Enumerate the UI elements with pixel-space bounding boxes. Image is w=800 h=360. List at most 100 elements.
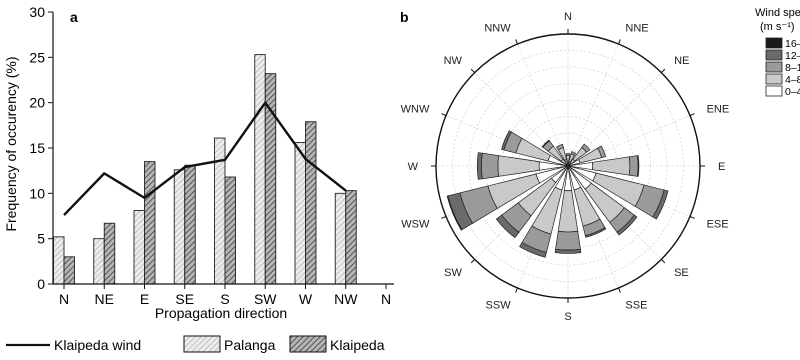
wind-line-group: [63, 101, 347, 216]
rose-segment-S: [555, 230, 581, 251]
rose-segment-S: [554, 248, 582, 254]
rose-direction-label: S: [564, 311, 571, 323]
y-tick-label: 20: [29, 95, 45, 111]
rose-direction-label: NE: [674, 55, 689, 67]
x-tick-label: S: [220, 291, 229, 307]
wind-speed-bin-label: 8–12: [785, 62, 800, 74]
wind-rose-bars: [446, 130, 669, 258]
rose-grid-spoke: [567, 43, 619, 167]
x-tick-label: N: [381, 291, 391, 307]
wind-speed-legend-title: Wind speed: [755, 7, 800, 19]
rose-direction-label: W: [408, 161, 419, 173]
bar-klaipeda: [305, 121, 317, 285]
rose-segment-E: [628, 155, 639, 177]
rose-segment-W: [497, 155, 540, 177]
rose-tick: [689, 113, 695, 116]
wind-speed-bin-label: 4–8: [785, 74, 800, 86]
rose-direction-label: WSW: [401, 218, 430, 230]
rose-tick: [689, 216, 695, 219]
y-tick-label: 25: [29, 49, 45, 65]
wind-rose-direction-labels: N NNE NE ENE E ESE SE SSE S SSW SW WSW W WNW NW NNW: [401, 11, 730, 323]
rose-segment-SSE: [584, 227, 607, 238]
rose-segment-WNW: [515, 137, 551, 162]
bar-klaipeda: [103, 222, 116, 285]
legend-panel-a: Klaipeda wind Palanga Klaipeda: [6, 335, 385, 353]
rose-tick: [618, 39, 621, 45]
panel-label-a: a: [70, 9, 78, 25]
x-tick-label: SW: [254, 291, 277, 307]
legend-label-klaipeda-wind: Klaipeda wind: [54, 337, 141, 353]
bar-series-group: [53, 54, 357, 285]
rose-segment-ESE: [652, 189, 669, 220]
rose-tick: [470, 68, 476, 74]
rose-segment-SSW: [519, 241, 547, 258]
rose-segment-SW: [495, 214, 520, 239]
rose-segment-NNW: [556, 143, 564, 151]
rose-segment-NNE: [570, 151, 577, 156]
rose-direction-label: NW: [444, 55, 463, 67]
axes-panel-a: 0 5 10 15 20 25 30 N NE E SE S SW W NW N: [29, 4, 394, 307]
wind-speed-legend-units: (m s⁻¹): [760, 21, 795, 33]
wind-speed-legend-items: 16–2012–168–124–80–4: [765, 37, 800, 98]
x-tick-label: W: [299, 291, 313, 307]
bar-palanga: [173, 169, 186, 285]
rose-segment-S: [557, 190, 579, 233]
rose-direction-label: N: [564, 11, 572, 23]
rose-tick: [515, 39, 518, 45]
legend-swatch-palanga: [183, 335, 221, 353]
rose-direction-label: WNW: [401, 104, 430, 116]
rose-tick: [470, 258, 476, 264]
wind-speed-bin-label: 0–4: [785, 86, 800, 98]
y-tick-label: 30: [29, 4, 45, 20]
legend-label-klaipeda: Klaipeda: [330, 337, 385, 353]
bar-palanga: [294, 142, 306, 285]
bar-chart-panel-a: a 0 5 10 15 20 25 30 N NE E SE S SW W NW N Frequency of…: [3, 4, 394, 321]
rose-direction-label: SSW: [486, 300, 512, 312]
rose-tick: [618, 287, 621, 293]
rose-segment-NE: [581, 143, 591, 153]
rose-grid-ring: [468, 66, 668, 266]
bar-palanga: [93, 238, 105, 285]
bar-palanga: [334, 192, 347, 285]
bar-klaipeda: [345, 190, 357, 285]
bar-klaipeda: [224, 176, 236, 285]
x-tick-label: E: [140, 291, 149, 307]
x-axis-label: Propagation direction: [155, 305, 287, 321]
bar-palanga: [53, 236, 65, 285]
rose-tick: [660, 258, 666, 264]
rose-segment-WNW: [501, 130, 512, 151]
rose-tick: [515, 287, 518, 293]
rose-tick: [441, 216, 447, 219]
y-tick-label: 15: [29, 140, 45, 156]
line-klaipeda-wind: [63, 101, 347, 216]
rose-segment-E: [636, 155, 640, 177]
rose-direction-label: E: [718, 161, 725, 173]
rose-segment-SE: [616, 214, 638, 236]
rose-direction-label: ESE: [707, 218, 729, 230]
rose-direction-label: NNE: [625, 22, 648, 34]
rose-segment-NW: [541, 139, 550, 148]
rose-segment-N: [565, 153, 571, 156]
rose-segment-W: [476, 152, 483, 180]
x-tick-label: NE: [95, 291, 114, 307]
rose-segment-W: [481, 152, 500, 180]
wind-speed-bin-label: 12–16: [785, 50, 800, 62]
bar-palanga: [254, 54, 266, 285]
x-tick-label: NW: [334, 291, 358, 307]
legend-swatch-klaipeda: [289, 335, 327, 353]
y-axis-label: Frequency of occurency (%): [3, 56, 19, 231]
x-tick-label: SE: [175, 291, 194, 307]
bar-klaipeda: [184, 164, 196, 285]
rose-direction-label: SSE: [625, 300, 647, 312]
wind-speed-swatch: [765, 73, 783, 85]
wind-speed-swatch: [765, 85, 783, 97]
rose-grid-ring: [452, 50, 684, 282]
legend-label-palanga: Palanga: [224, 337, 276, 353]
rose-direction-label: ENE: [707, 104, 730, 116]
wind-rose-panel-b: b N NNE NE ENE E ESE SE SSE S SSW SW WSW W WNW NW NNW: [400, 9, 729, 323]
wind-speed-swatch: [765, 61, 783, 73]
rose-segment-WSW: [446, 195, 463, 231]
rose-direction-label: SE: [674, 267, 689, 279]
wind-speed-bin-label: 16–20: [785, 38, 800, 50]
